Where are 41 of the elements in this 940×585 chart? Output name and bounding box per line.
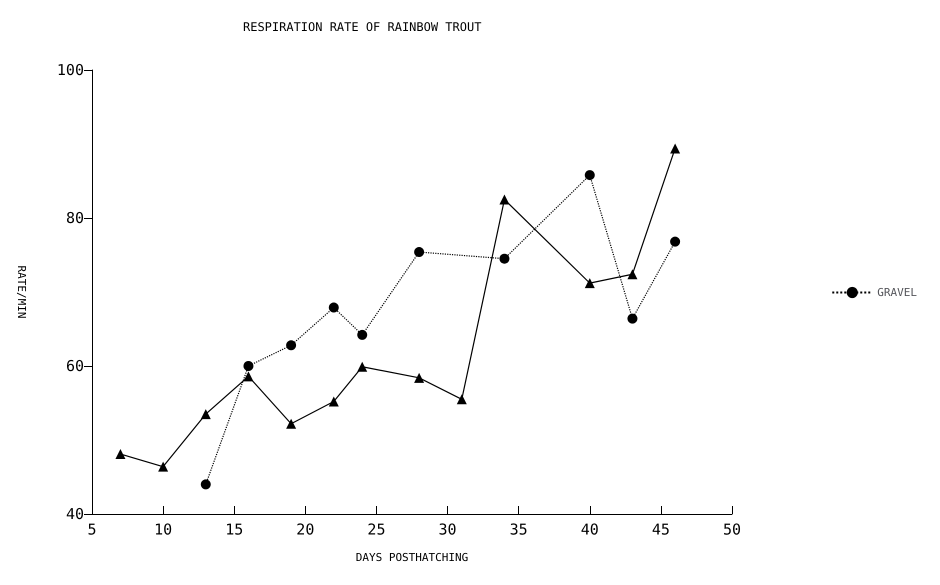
point (584, 170, 595, 180)
x-tick-label: 25 (367, 520, 386, 538)
point (115, 449, 126, 460)
point (414, 372, 424, 383)
x-tick-label: 35 (510, 520, 528, 538)
y-tick-label: 40 (66, 505, 84, 523)
point (670, 236, 680, 247)
point (357, 362, 368, 372)
point (499, 254, 510, 264)
point (200, 479, 211, 490)
y-tick-label: 100 (56, 61, 84, 79)
point (243, 361, 254, 371)
point (627, 269, 638, 280)
x-tick-label: 45 (652, 520, 670, 538)
point (357, 330, 368, 340)
x-tick-label: 15 (225, 520, 244, 538)
point (584, 278, 595, 288)
point (286, 418, 296, 429)
x-tick-label: 40 (580, 520, 599, 538)
point (328, 302, 339, 313)
chart-title: RESPIRATION RATE OF RAINBOW TROUT (243, 20, 482, 34)
point (243, 371, 254, 382)
x-tick-label: 30 (438, 520, 457, 538)
x-tick-label: 10 (154, 520, 172, 538)
legend-label: GRAVEL (877, 286, 918, 299)
y-axis-title: RATE/MIN (15, 266, 28, 318)
x-tick-label: 50 (722, 520, 742, 538)
point (286, 340, 296, 350)
point (414, 247, 424, 258)
y-tick-label: 60 (66, 357, 84, 375)
point (456, 394, 467, 404)
point (627, 314, 638, 324)
x-axis-title: DAYS POSTHATCHING (356, 551, 468, 564)
point (200, 409, 211, 420)
point (499, 194, 510, 204)
x-tick-label: 5 (87, 520, 97, 538)
point (328, 396, 339, 407)
x-tick-label: 20 (296, 520, 314, 538)
point (670, 143, 680, 154)
point (158, 462, 168, 472)
y-tick-label: 80 (66, 209, 84, 227)
